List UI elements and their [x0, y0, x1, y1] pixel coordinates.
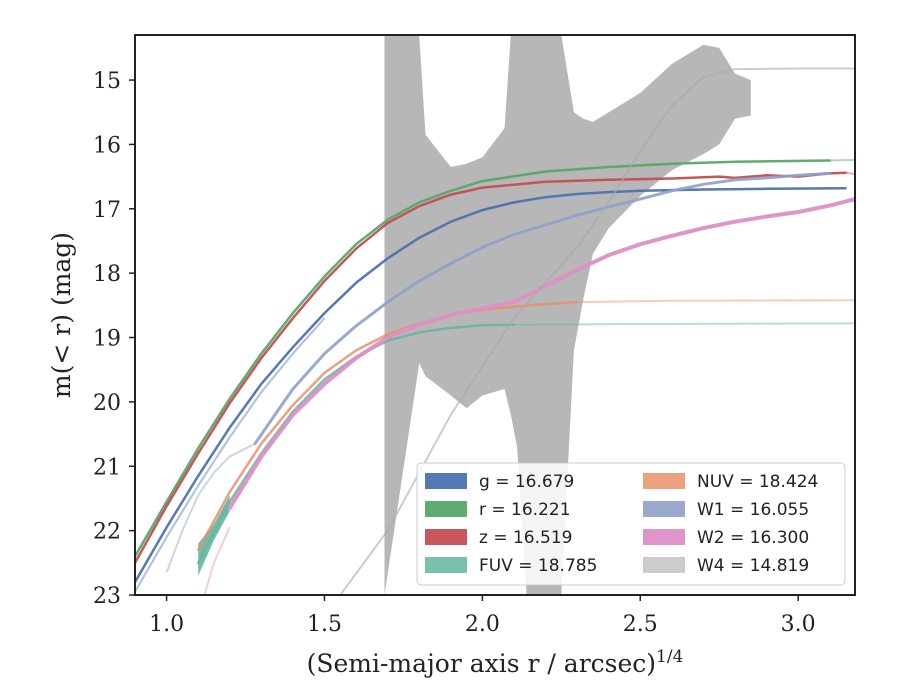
- y-tick-label: 18: [93, 262, 121, 287]
- legend-label: z = 16.519: [479, 528, 572, 548]
- legend-label: W1 = 16.055: [697, 500, 809, 520]
- x-tick-label: 2.0: [465, 612, 500, 637]
- y-tick-label: 16: [93, 133, 121, 158]
- legend-box: [416, 462, 846, 586]
- series-line-2: [135, 171, 847, 565]
- x-tick-label: 1.0: [149, 612, 184, 637]
- legend-swatch: [643, 501, 685, 517]
- legend-swatch: [643, 473, 685, 489]
- legend-label: FUV = 18.785: [479, 556, 597, 576]
- series-line-1: [135, 159, 831, 558]
- legend-label: W4 = 14.819: [697, 556, 809, 576]
- y-tick-label: 17: [93, 198, 121, 223]
- series-line-7: [339, 67, 855, 595]
- series-line-0: [135, 186, 847, 584]
- y-tick-label: 20: [93, 391, 121, 416]
- y-tick-label: 19: [93, 327, 121, 352]
- x-axis-label: (Semi-major axis r / arcsec)1/4: [307, 647, 684, 678]
- legend-swatch: [643, 557, 685, 573]
- series-faint-line-4: [577, 299, 855, 304]
- y-axis: 15 16 17 18 19 20 21 22 23: [93, 69, 135, 609]
- series-faint-line-6: [203, 526, 231, 595]
- legend-label: W2 = 16.300: [697, 528, 809, 548]
- legend-swatch: [425, 529, 467, 545]
- legend-label: NUV = 18.424: [697, 472, 818, 492]
- y-tick-label: 15: [93, 69, 121, 94]
- series-faint-line-0: [135, 317, 326, 593]
- plot-frame: [134, 34, 856, 596]
- x-axis: 1.0 1.5 2.0 2.5 3.0: [149, 595, 816, 637]
- series-line-4: [196, 300, 579, 552]
- series-faint-line-5: [165, 442, 256, 573]
- series-faint-line-2: [845, 171, 855, 175]
- legend-label: g = 16.679: [479, 472, 574, 492]
- series-band-7: [384, 35, 751, 595]
- y-tick-label: 21: [93, 455, 121, 480]
- legend-swatch: [425, 557, 467, 573]
- y-tick-label: 22: [93, 520, 121, 545]
- x-axis-label-main: (Semi-major axis r / arcsec): [307, 649, 656, 678]
- x-tick-label: 2.5: [623, 612, 658, 637]
- series-faint-line-1: [829, 158, 855, 162]
- x-tick-label: 1.5: [307, 612, 342, 637]
- y-axis-label: m(< r) (mag): [47, 232, 76, 398]
- legend: g = 16.679 r = 16.221 z = 16.519 FUV = 18.7…: [416, 462, 846, 586]
- series-line-6: [227, 197, 855, 511]
- x-axis-label-exponent: 1/4: [656, 647, 683, 667]
- y-tick-label: 23: [93, 584, 121, 609]
- legend-swatch: [425, 501, 467, 517]
- legend-swatch: [425, 473, 467, 489]
- plot-area: [135, 35, 855, 595]
- legend-label: r = 16.221: [479, 500, 571, 520]
- series-line-5: [253, 171, 832, 446]
- series-faint-line-3: [513, 322, 855, 326]
- legend-swatch: [643, 529, 685, 545]
- x-tick-label: 3.0: [781, 612, 816, 637]
